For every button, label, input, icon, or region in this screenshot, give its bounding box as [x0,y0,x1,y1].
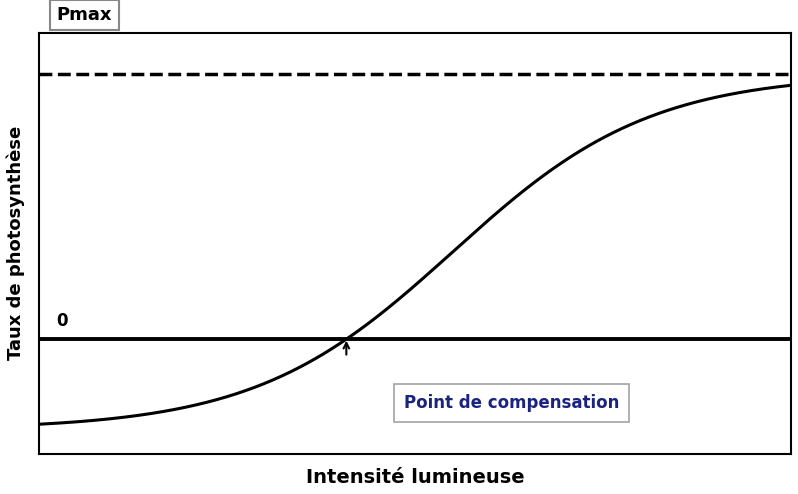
X-axis label: Intensité lumineuse: Intensité lumineuse [306,468,524,487]
Y-axis label: Taux de photosynthèse: Taux de photosynthèse [7,126,26,361]
Text: Point de compensation: Point de compensation [404,395,619,412]
Text: 0: 0 [56,312,67,330]
Text: Pmax: Pmax [57,6,113,24]
